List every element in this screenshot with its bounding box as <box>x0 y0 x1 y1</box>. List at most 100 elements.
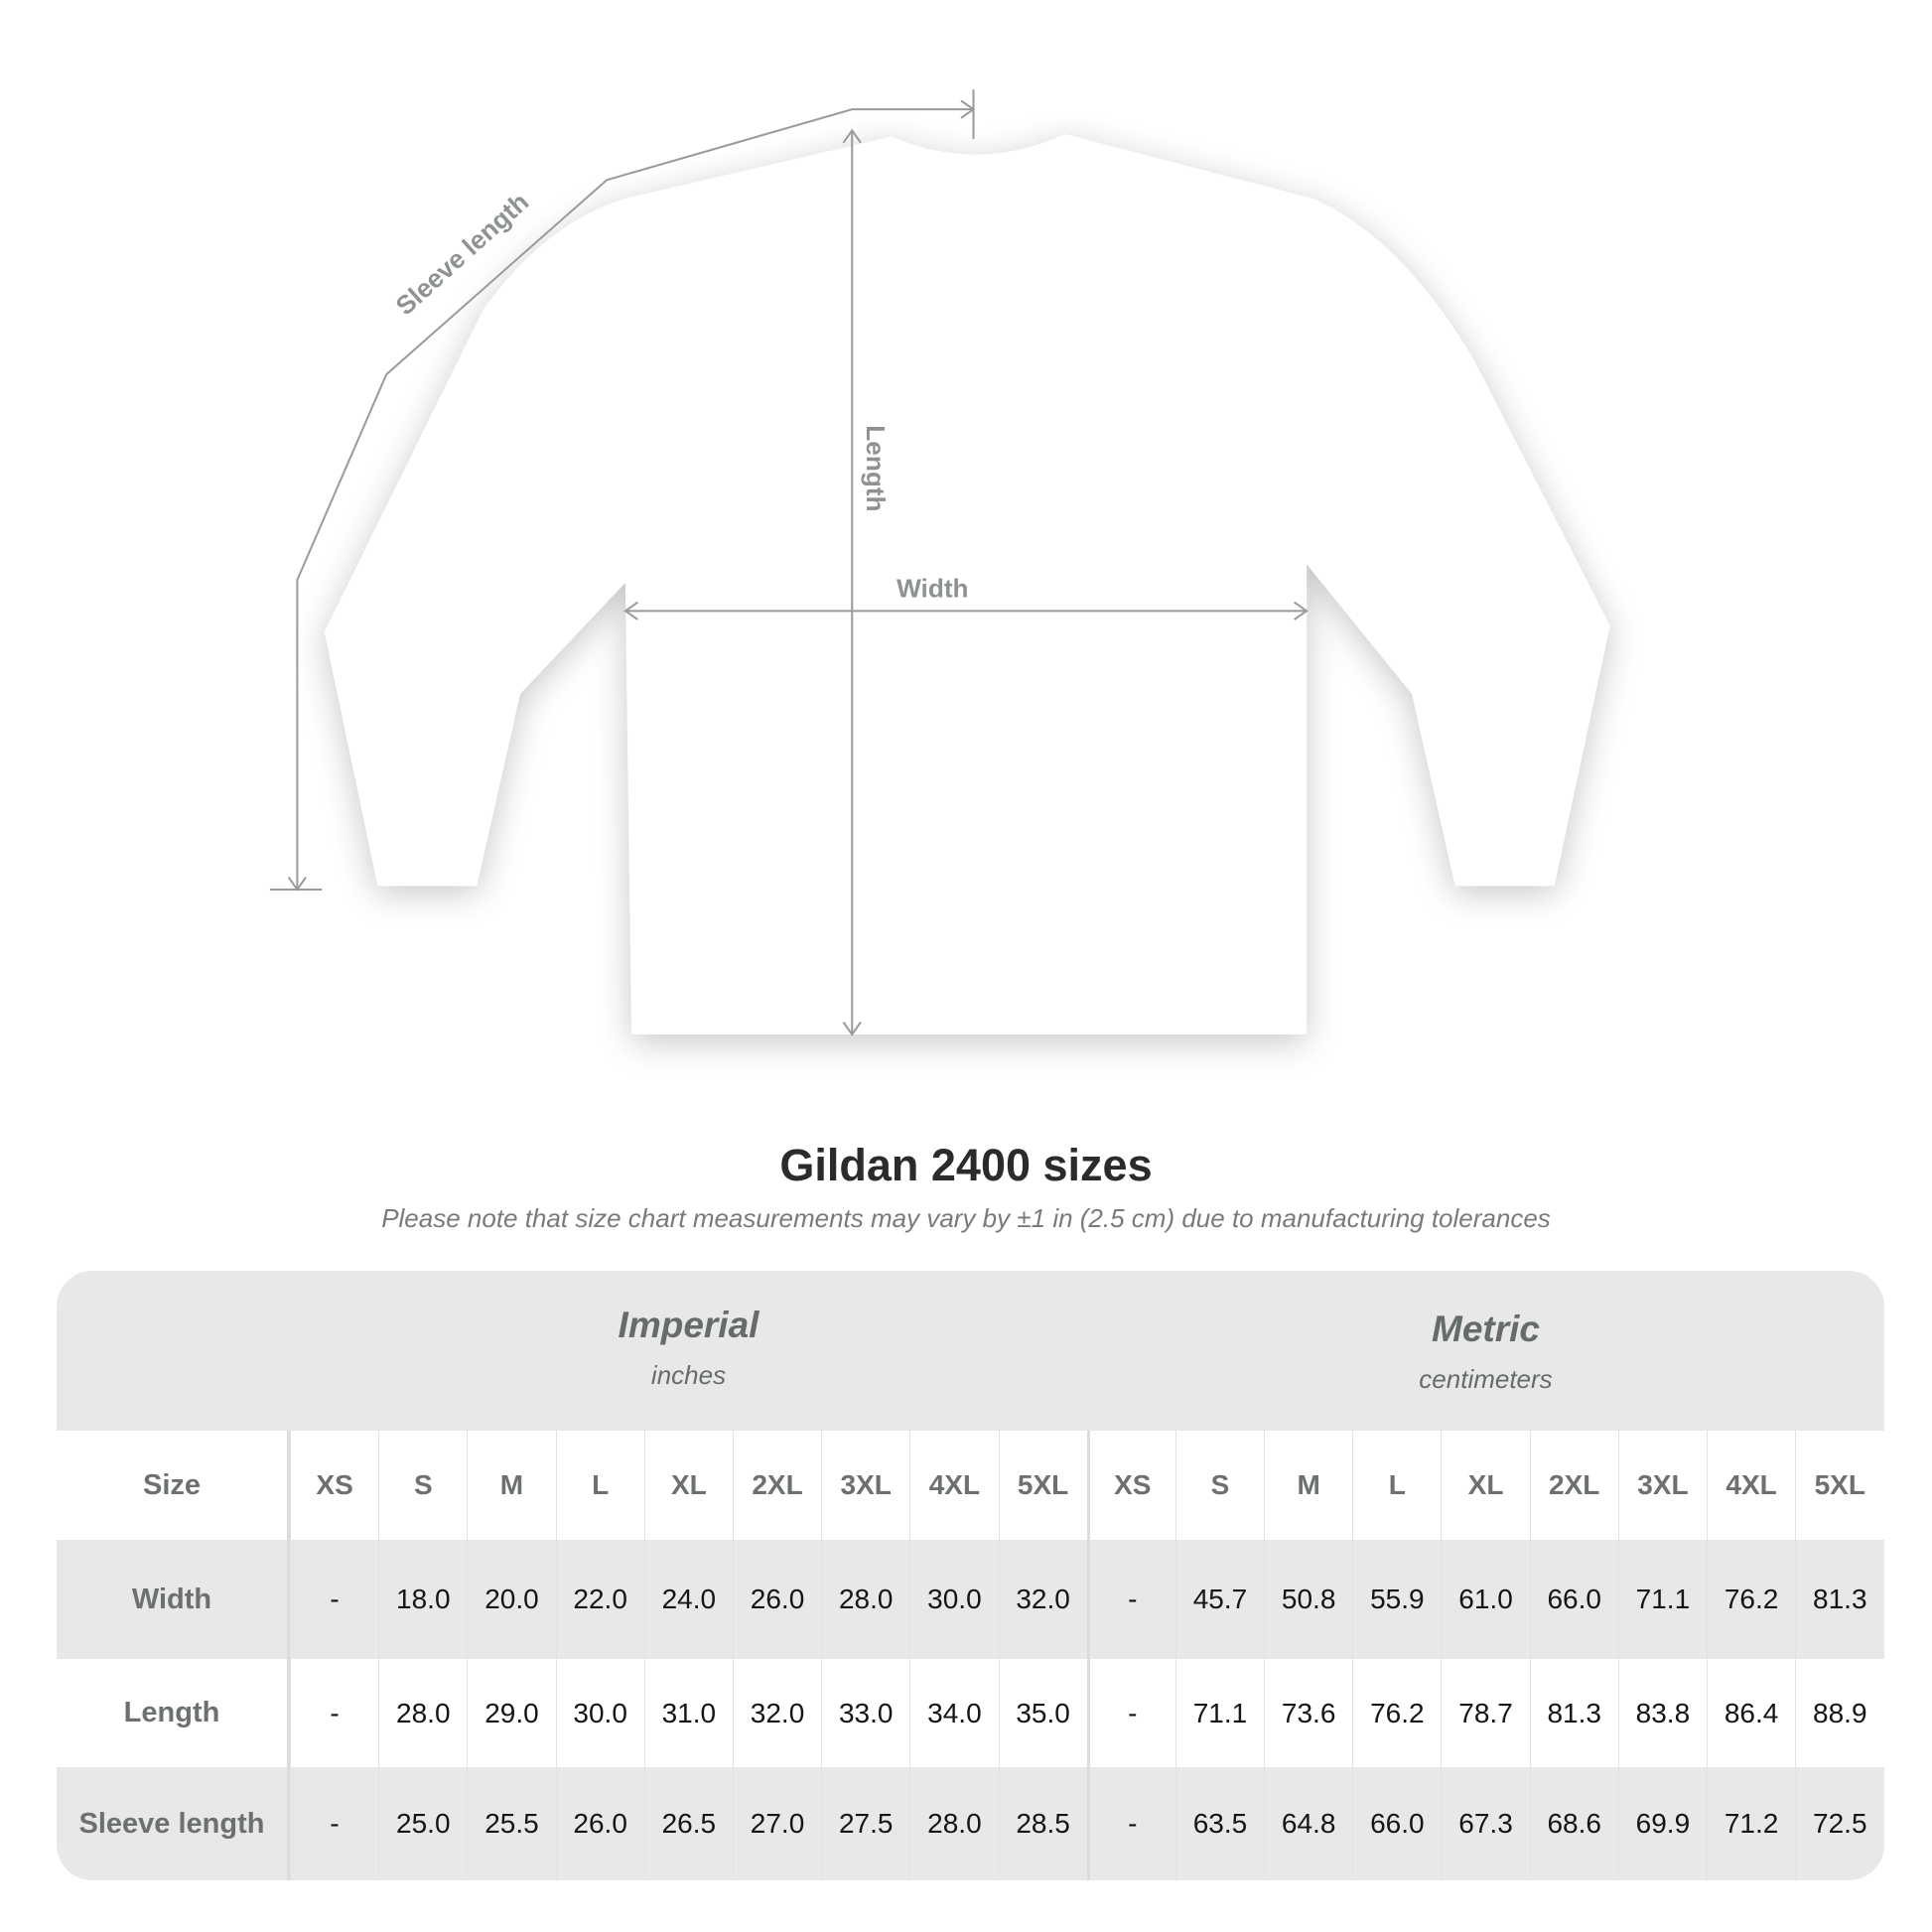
table-row: Sleeve length -25.0 25.5 26.0 26.5 27.0 27.5 28… <box>57 1767 1884 1880</box>
table-cell: 45.7 <box>1174 1540 1264 1659</box>
table-cell: 28.0 <box>378 1659 467 1767</box>
table-cell: 66.0 <box>1352 1767 1441 1880</box>
table-cell: 67.3 <box>1441 1767 1529 1880</box>
table-cell: 28.0 <box>821 1540 909 1659</box>
table-cell: 81.3 <box>1529 1659 1618 1767</box>
shirt-diagram: Sleeve length Length Width <box>269 89 1610 1036</box>
table-cell: 69.9 <box>1617 1767 1707 1880</box>
table-cell: 30.0 <box>555 1659 644 1767</box>
table-cell: 81.3 <box>1795 1540 1883 1659</box>
table-cell: 50.8 <box>1264 1540 1352 1659</box>
table-cell: - <box>1086 1540 1175 1659</box>
long-sleeve-shirt <box>324 134 1610 1035</box>
table-cell: 88.9 <box>1795 1659 1883 1767</box>
table-cell: 28.5 <box>998 1767 1087 1880</box>
table-cell: 18.0 <box>378 1540 467 1659</box>
table-cell: 25.5 <box>467 1767 555 1880</box>
sleeve-length-line <box>296 108 973 891</box>
size-header-cell: 2XL <box>1529 1431 1618 1540</box>
length-label: Length <box>861 425 891 511</box>
row-label: Length <box>57 1659 290 1767</box>
table-cell: 76.2 <box>1707 1540 1795 1659</box>
size-header-cell: 4XL <box>909 1431 998 1540</box>
table-row: Width -18.0 20.0 22.0 24.0 26.0 28.0 30.0 32.0-4… <box>57 1540 1884 1659</box>
row-label: Sleeve length <box>57 1767 290 1880</box>
table-cell: 73.6 <box>1264 1659 1352 1767</box>
metric-header: Metric centimeters <box>1087 1309 1884 1395</box>
arrow-icon <box>960 99 976 119</box>
table-cell: 68.6 <box>1529 1767 1618 1880</box>
size-header-cell: XS <box>290 1431 378 1540</box>
table-cell: 32.0 <box>732 1659 821 1767</box>
size-header-row: Size XS S M L XL 2XL 3XL 4XL 5XL XS S M L XL 2XL 3XL 4XL 5… <box>57 1431 1884 1540</box>
table-cell: 32.0 <box>998 1540 1087 1659</box>
size-header-cell: 3XL <box>1617 1431 1707 1540</box>
width-label: Width <box>897 574 968 604</box>
table-cell: 61.0 <box>1441 1540 1529 1659</box>
table-cell: 34.0 <box>909 1659 998 1767</box>
table-cell: - <box>290 1767 378 1880</box>
table-cell: 71.1 <box>1617 1540 1707 1659</box>
table-cell: 27.0 <box>732 1767 821 1880</box>
imperial-title: Imperial <box>618 1305 759 1345</box>
size-table: Imperial inches Metric centimeters Size X… <box>57 1271 1884 1880</box>
table-cell: 22.0 <box>555 1540 644 1659</box>
table-cell: 35.0 <box>998 1659 1087 1767</box>
table-row: Length -28.0 29.0 30.0 31.0 32.0 33.0 34.0 35.0-… <box>57 1659 1884 1767</box>
table-cell: 24.0 <box>643 1540 733 1659</box>
table-cell: 20.0 <box>467 1540 555 1659</box>
table-cell: 29.0 <box>467 1659 555 1767</box>
tolerance-note: Please note that size chart measurements… <box>381 1203 1551 1233</box>
size-header-cell: 5XL <box>1795 1431 1883 1540</box>
imperial-unit: inches <box>650 1360 727 1390</box>
table-cell: 55.9 <box>1352 1540 1441 1659</box>
table-cell: 71.1 <box>1174 1659 1264 1767</box>
table-header-band <box>57 1271 1884 1431</box>
metric-title: Metric <box>1432 1309 1540 1349</box>
table-cell: 30.0 <box>909 1540 998 1659</box>
table-cell: - <box>290 1540 378 1659</box>
table-cell: 86.4 <box>1707 1659 1795 1767</box>
table-cell: 71.2 <box>1707 1767 1795 1880</box>
table-cell: 28.0 <box>909 1767 998 1880</box>
table-cell: 31.0 <box>643 1659 733 1767</box>
table-cell: 76.2 <box>1352 1659 1441 1767</box>
table-cell: - <box>1086 1767 1175 1880</box>
arrow-icon <box>842 1021 862 1036</box>
size-header-cell: L <box>555 1431 644 1540</box>
table-cell: 78.7 <box>1441 1659 1529 1767</box>
size-header-cell: 4XL <box>1707 1431 1795 1540</box>
arrow-icon <box>842 128 862 144</box>
page-title: Gildan 2400 sizes <box>779 1140 1153 1190</box>
table-cell: 64.8 <box>1264 1767 1352 1880</box>
size-header-cell: 2XL <box>732 1431 821 1540</box>
table-cell: - <box>290 1659 378 1767</box>
size-header-cell: 3XL <box>821 1431 909 1540</box>
size-header-cell: XL <box>643 1431 733 1540</box>
size-header-cell: 5XL <box>998 1431 1087 1540</box>
table-cell: - <box>1086 1659 1175 1767</box>
table-cell: 66.0 <box>1529 1540 1618 1659</box>
size-header-cell: M <box>467 1431 555 1540</box>
imperial-header: Imperial inches <box>290 1305 1087 1391</box>
table-cell: 25.0 <box>378 1767 467 1880</box>
table-cell: 72.5 <box>1795 1767 1883 1880</box>
arrow-icon <box>287 876 307 892</box>
size-header-cell: M <box>1264 1431 1352 1540</box>
table-cell: 27.5 <box>821 1767 909 1880</box>
size-header-cell: S <box>1174 1431 1264 1540</box>
table-cell: 33.0 <box>821 1659 909 1767</box>
table-cell: 63.5 <box>1174 1767 1264 1880</box>
table-cell: 26.0 <box>555 1767 644 1880</box>
size-header-cell: L <box>1352 1431 1441 1540</box>
arrow-icon <box>623 601 639 621</box>
table-cell: 83.8 <box>1617 1659 1707 1767</box>
row-label: Width <box>57 1540 290 1659</box>
row-label: Size <box>57 1431 290 1540</box>
size-header-cell: XL <box>1441 1431 1529 1540</box>
metric-unit: centimeters <box>1419 1364 1553 1394</box>
table-cell: 26.5 <box>643 1767 733 1880</box>
size-header-cell: S <box>378 1431 467 1540</box>
table-cell: 26.0 <box>732 1540 821 1659</box>
size-header-cell: XS <box>1086 1431 1175 1540</box>
